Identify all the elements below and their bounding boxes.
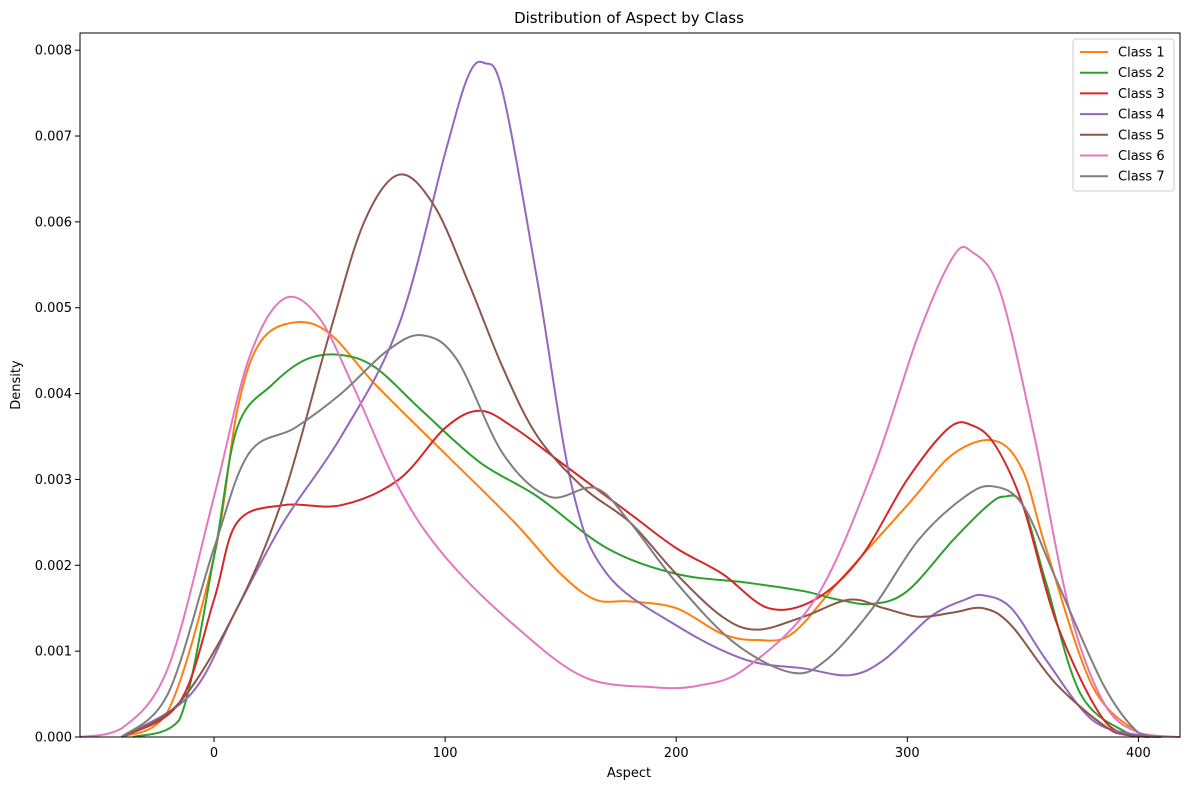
legend-label-1: Class 1 xyxy=(1118,46,1165,61)
series-line-6 xyxy=(79,245,1181,738)
series-line-5 xyxy=(121,173,1151,738)
legend-box xyxy=(1072,38,1175,192)
legend-label-5: Class 5 xyxy=(1118,128,1165,143)
y-axis-title: Density xyxy=(9,360,24,410)
y-tick-label: 0.004 xyxy=(35,387,72,402)
y-tick-label: 0.003 xyxy=(35,473,72,488)
y-tick-label: 0.001 xyxy=(35,645,72,660)
legend-label-3: Class 3 xyxy=(1118,87,1165,102)
x-tick-label: 100 xyxy=(433,746,458,761)
legend-label-7: Class 7 xyxy=(1118,170,1165,185)
legend-label-4: Class 4 xyxy=(1118,108,1165,123)
x-axis: 0 100 200 300 400 xyxy=(210,737,1151,761)
series-line-4 xyxy=(121,60,1162,738)
series-line-1 xyxy=(121,320,1158,738)
x-tick-label: 300 xyxy=(895,746,920,761)
x-tick-label: 200 xyxy=(664,746,689,761)
legend-label-6: Class 6 xyxy=(1118,149,1165,164)
series-line-7 xyxy=(120,334,1162,738)
y-tick-label: 0.006 xyxy=(35,215,72,230)
series-line-2 xyxy=(132,353,1151,738)
y-tick-label: 0.007 xyxy=(35,130,72,145)
legend-items: Class 1 Class 2 Class 3 Class 4 Class 5 Class… xyxy=(1080,46,1165,185)
plot-frame xyxy=(79,32,1181,738)
y-tick-label: 0.002 xyxy=(35,559,72,574)
x-tick-label: 400 xyxy=(1126,746,1151,761)
x-tick-label: 0 xyxy=(210,746,218,761)
series-layer xyxy=(79,60,1181,738)
y-tick-label: 0.008 xyxy=(35,44,72,59)
series-line-3 xyxy=(121,409,1162,738)
x-axis-title: Aspect xyxy=(607,766,651,781)
y-tick-label: 0.000 xyxy=(35,731,72,746)
legend-label-2: Class 2 xyxy=(1118,66,1165,81)
y-tick-label: 0.005 xyxy=(35,301,72,316)
y-axis: 0.000 0.001 0.002 0.003 0.004 0.005 0.006 0.007… xyxy=(35,44,80,746)
legend: Class 1 Class 2 Class 3 Class 4 Class 5 Class… xyxy=(1072,38,1175,192)
chart-title: Distribution of Aspect by Class xyxy=(514,9,744,27)
